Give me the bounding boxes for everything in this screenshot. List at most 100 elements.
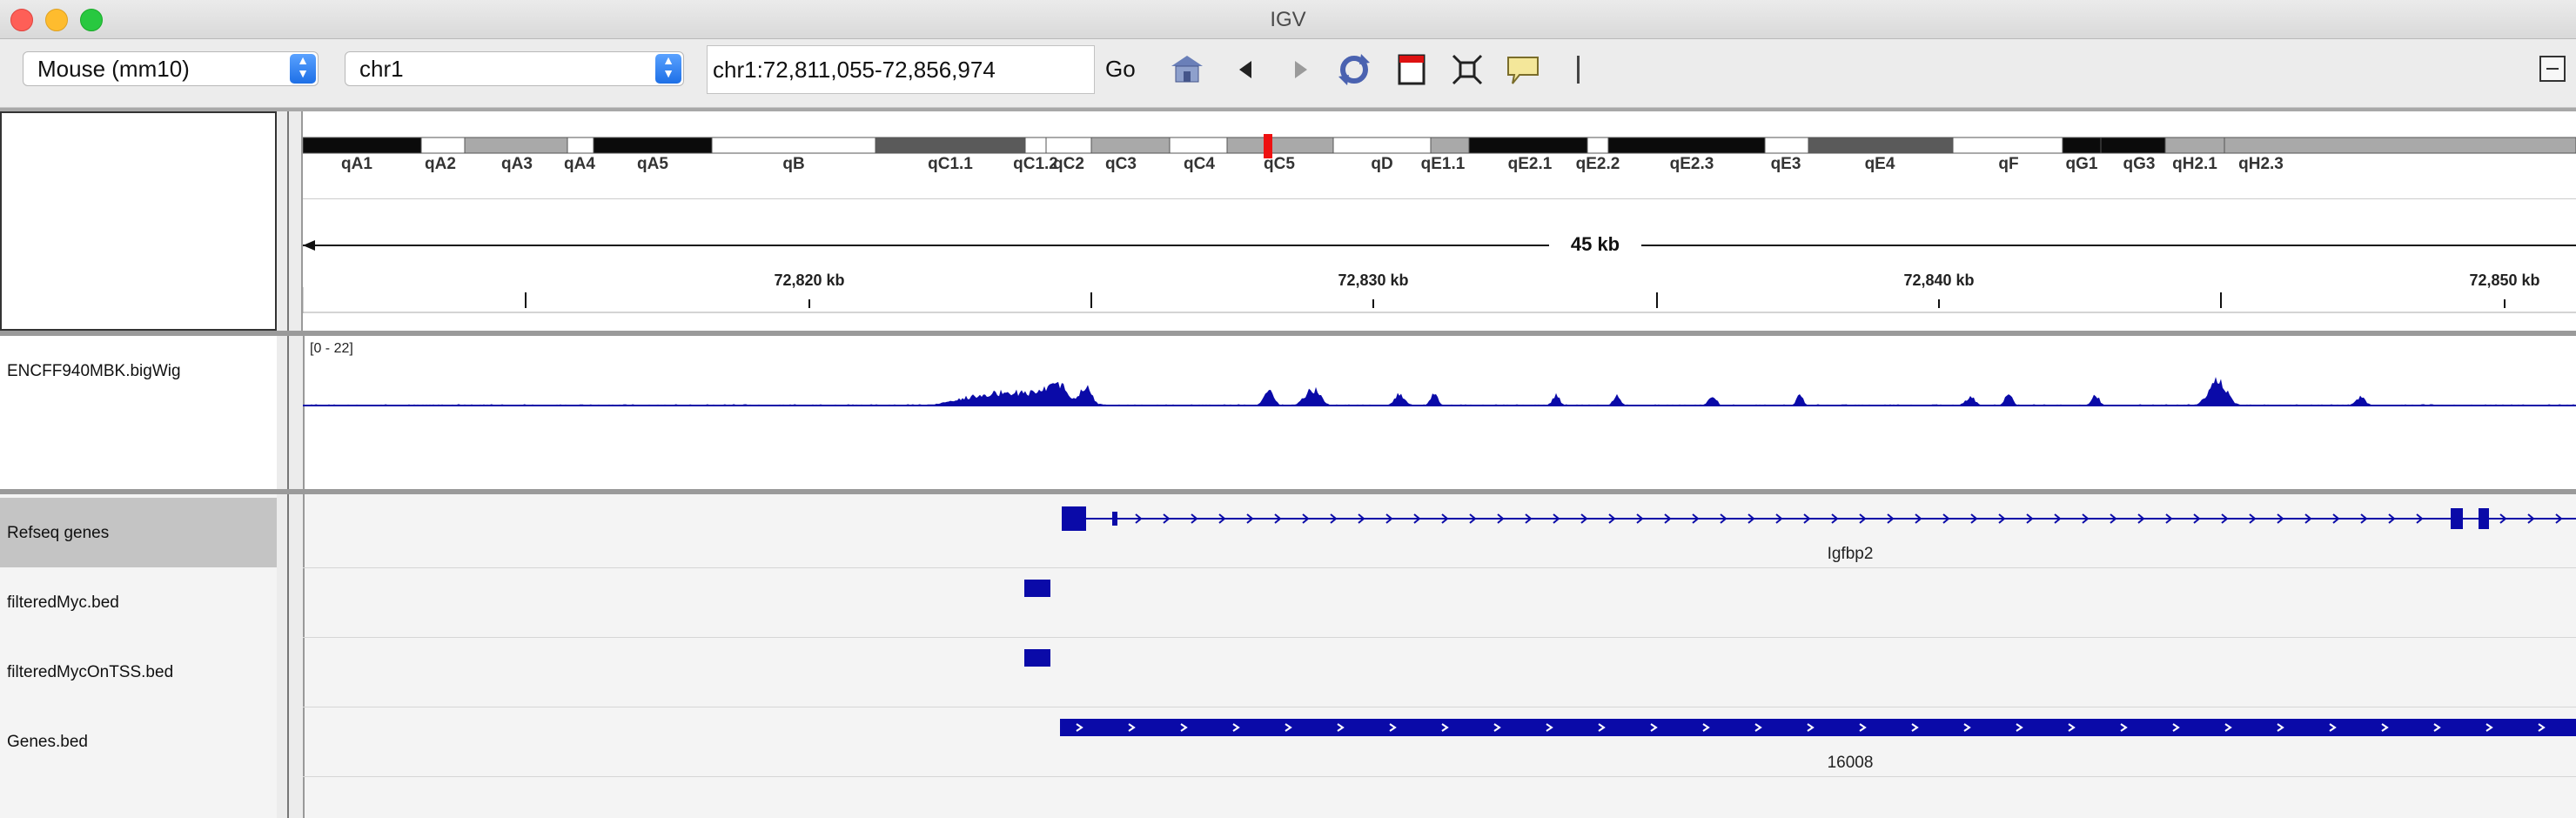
ideogram-band xyxy=(2062,137,2102,154)
strand-chevron xyxy=(1598,723,1606,732)
maximize-window-button[interactable] xyxy=(80,9,103,31)
ideogram-band xyxy=(303,137,422,154)
track-name-refseq[interactable]: Refseq genes xyxy=(7,524,110,542)
gene-model-igfbp2[interactable] xyxy=(303,498,2576,550)
strand-chevron xyxy=(1469,513,1477,524)
strand-chevron xyxy=(1337,723,1345,732)
strand-chevron xyxy=(2277,513,2284,524)
strand-chevron xyxy=(1389,723,1397,732)
home-icon[interactable] xyxy=(1168,50,1206,89)
band-label: qC3 xyxy=(1105,155,1137,173)
band-label: qA1 xyxy=(341,155,372,173)
track-name-bigwig[interactable]: ENCFF940MBK.bigWig xyxy=(7,362,181,380)
go-button[interactable]: Go xyxy=(1105,56,1136,82)
strand-chevron xyxy=(2332,513,2340,524)
ideogram-band xyxy=(567,137,594,154)
minimize-window-button[interactable] xyxy=(45,9,68,31)
strand-chevron xyxy=(1302,513,1310,524)
strand-chevron xyxy=(2054,513,2062,524)
strand-chevron xyxy=(1232,723,1240,732)
strand-chevron xyxy=(1859,723,1867,732)
feature-track-panel xyxy=(303,494,2576,818)
back-arrow-icon[interactable] xyxy=(1227,50,1265,89)
strand-chevron xyxy=(2016,723,2023,732)
strand-chevron xyxy=(1358,513,1365,524)
strand-chevron xyxy=(2527,513,2535,524)
ideogram-band xyxy=(1226,137,1334,154)
strand-chevron xyxy=(1441,513,1449,524)
ruler-tick-label: 72,820 kb xyxy=(774,272,845,289)
strand-chevron xyxy=(1441,723,1449,732)
strand-chevron xyxy=(2381,723,2389,732)
data-range-label: [0 - 22] xyxy=(310,341,353,356)
forward-arrow-icon[interactable] xyxy=(1281,50,1319,89)
strand-chevron xyxy=(1963,723,1971,732)
strand-chevron xyxy=(2110,513,2117,524)
collapse-panel-button[interactable] xyxy=(2539,56,2566,82)
resize-to-window-icon[interactable] xyxy=(1448,50,1486,89)
band-label: qC4 xyxy=(1184,155,1215,173)
strand-chevron xyxy=(2068,723,2076,732)
coverage-signal xyxy=(303,377,2576,406)
ideogram-band xyxy=(1808,137,1954,154)
band-label: qC2 xyxy=(1053,155,1084,173)
title-bar: IGV xyxy=(0,0,2576,39)
strand-chevron xyxy=(1754,723,1762,732)
strand-chevron xyxy=(1553,513,1560,524)
band-label: qD xyxy=(1371,155,1393,173)
strand-chevron xyxy=(2172,723,2180,732)
track-name-genesbed[interactable]: Genes.bed xyxy=(7,733,88,751)
strand-chevron xyxy=(2388,513,2396,524)
bed-feature-filteredmyc[interactable] xyxy=(1024,580,1050,597)
toolbar-divider xyxy=(0,108,2576,111)
ideogram-band xyxy=(1090,137,1171,154)
strand-chevron xyxy=(1246,513,1254,524)
popup-info-icon[interactable] xyxy=(1504,50,1542,89)
region-of-interest-icon[interactable] xyxy=(1392,50,1431,89)
ideogram-band xyxy=(1332,137,1432,154)
ruler-line-icon[interactable] xyxy=(1577,56,1580,84)
strand-chevron xyxy=(1191,513,1198,524)
ideogram-band xyxy=(464,137,568,154)
strand-chevron xyxy=(1163,513,1171,524)
bed-feature-filteredmycontss[interactable] xyxy=(1024,649,1050,667)
chromosome-dropdown[interactable]: chr1 ▲ ▼ xyxy=(345,51,684,86)
ideogram-band xyxy=(2100,137,2166,154)
refresh-icon[interactable] xyxy=(1335,50,1373,89)
genome-dropdown[interactable]: Mouse (mm10) ▲ ▼ xyxy=(23,51,319,86)
strand-chevron xyxy=(1180,723,1188,732)
chromosome-ideogram[interactable] xyxy=(303,134,2576,169)
strand-chevron xyxy=(1076,723,1083,732)
band-label: qE2.3 xyxy=(1669,155,1714,173)
strand-chevron xyxy=(1128,723,1136,732)
bed-feature-genes[interactable] xyxy=(303,717,2576,738)
row-divider xyxy=(303,637,2576,638)
strand-chevron xyxy=(1218,513,1226,524)
strand-chevron xyxy=(2165,513,2173,524)
strand-chevron xyxy=(1330,513,1338,524)
span-indicator xyxy=(303,240,2576,251)
ideogram-band xyxy=(1587,137,1609,154)
strand-chevron xyxy=(2026,513,2034,524)
band-label: qC5 xyxy=(1264,155,1295,173)
ruler-tick-label: 72,840 kb xyxy=(1903,272,1975,289)
close-window-button[interactable] xyxy=(10,9,33,31)
track-name-filteredmyc[interactable]: filteredMyc.bed xyxy=(7,593,119,612)
strand-chevron xyxy=(2555,513,2563,524)
header-separator xyxy=(0,331,2576,336)
coverage-track[interactable] xyxy=(303,336,2576,411)
strand-chevron xyxy=(2224,723,2232,732)
track-name-filteredmycontss[interactable]: filteredMycOnTSS.bed xyxy=(7,663,174,681)
strand-chevron xyxy=(1720,513,1727,524)
strand-chevron xyxy=(1998,513,2006,524)
ideogram-current-region xyxy=(1264,134,1272,158)
strand-chevron xyxy=(2538,723,2546,732)
ruler[interactable] xyxy=(303,287,2576,313)
locus-search-input[interactable]: chr1:72,811,055-72,856,974 xyxy=(707,45,1095,94)
header-name-panel xyxy=(0,111,277,331)
strand-chevron xyxy=(1135,513,1143,524)
ideogram-band xyxy=(420,137,466,154)
strand-chevron xyxy=(1664,513,1672,524)
strand-chevron xyxy=(2329,723,2337,732)
band-label: qE3 xyxy=(1770,155,1801,173)
